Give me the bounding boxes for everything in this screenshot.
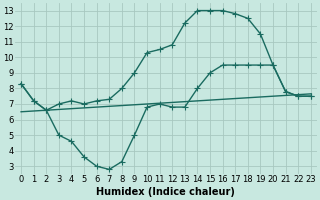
X-axis label: Humidex (Indice chaleur): Humidex (Indice chaleur) [97, 187, 236, 197]
